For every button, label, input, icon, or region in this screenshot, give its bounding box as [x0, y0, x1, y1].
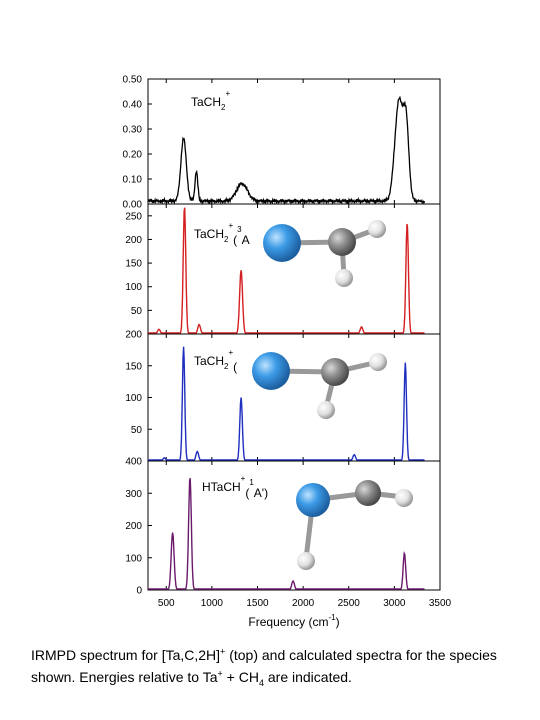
x-tick-label: 1000	[201, 598, 224, 609]
y-tick-label: 100	[125, 393, 142, 404]
ta-atom	[296, 483, 330, 517]
spectra-figure: 0.00 0.10 0.20 0.30 0.40 0.50 TaCH2+ 50 100 150 20…	[123, 75, 452, 630]
hydrogen-atom	[368, 220, 386, 238]
molecule-tach2-second	[252, 352, 387, 419]
y-tick-label: 200	[125, 521, 142, 532]
y-tick-label: 0.40	[123, 100, 143, 111]
caption-sup: +	[217, 668, 223, 679]
spectrum-line-calc2	[148, 346, 425, 461]
caption-text: + CH	[222, 669, 259, 685]
y-tick-label: 150	[125, 259, 142, 270]
x-tick-label: 3500	[429, 598, 452, 609]
y-tick-label: 0.20	[123, 150, 143, 161]
y-tick-label: 150	[125, 361, 142, 372]
caption-sup: +	[220, 646, 226, 657]
panel-calc2: 50 100 150 200 TaCH2+(	[125, 330, 441, 462]
y-tick-label: 100	[125, 282, 142, 293]
y-tick-label: 200	[125, 330, 142, 341]
y-tick-label: 50	[131, 306, 143, 317]
spectrum-line-calc1	[148, 207, 425, 334]
y-tick-label: 100	[125, 553, 142, 564]
panel-label: TaCH2+(	[194, 348, 237, 374]
x-tick-label: 500	[158, 598, 175, 609]
carbon-atom	[328, 228, 356, 256]
caption-sub: 4	[258, 677, 264, 688]
carbon-atom	[355, 480, 381, 506]
x-tick-label: 2500	[338, 598, 361, 609]
y-tick-label: 0	[136, 586, 142, 597]
plot-frame	[147, 203, 441, 335]
plot-frame	[147, 333, 441, 462]
x-tick-label: 1500	[246, 598, 269, 609]
panel-label: TaCH2+(3A	[194, 221, 250, 247]
caption-text: (top) and calculated spectra for the spe…	[31, 647, 497, 685]
panel-exp: 0.00 0.10 0.20 0.30 0.40 0.50 TaCH2+	[123, 75, 441, 211]
ta-atom	[252, 352, 290, 390]
caption-text: are indicated.	[263, 669, 352, 685]
y-tick-label: 0.50	[123, 75, 143, 86]
panel-label: HTaCH+(1A')	[202, 474, 268, 500]
y-tick-label: 300	[125, 489, 142, 500]
y-tick-label: 0.10	[123, 175, 143, 186]
molecule-htach	[296, 480, 413, 570]
x-tick-label: 3000	[383, 598, 406, 609]
y-tick-label: 400	[125, 457, 142, 468]
panel-label: TaCH2+	[191, 89, 230, 112]
molecule-tach2-triplet	[263, 220, 386, 287]
y-tick-label: 250	[125, 211, 142, 222]
hydrogen-atom	[369, 353, 387, 371]
y-tick-label: 200	[125, 235, 142, 246]
caption-text: IRMPD spectrum for [Ta,C,2H]	[31, 647, 221, 663]
spectrum-line-exp	[147, 95, 426, 206]
hydrogen-atom	[395, 489, 413, 507]
y-tick-label: 0.30	[123, 125, 143, 136]
y-tick-label: 0.00	[123, 200, 143, 211]
x-axis-label: Frequency (cm-1)	[248, 613, 339, 629]
ta-atom	[263, 224, 301, 262]
panel-calc1: 50 100 150 200 250 TaCH2+(3A	[125, 203, 441, 335]
hydrogen-atom	[317, 401, 335, 419]
x-tick-label: 2000	[292, 598, 315, 609]
spectrum-line-calc3	[148, 477, 425, 590]
hydrogen-atom	[297, 552, 315, 570]
figure-caption: IRMPD spectrum for [Ta,C,2H]+ (top) and …	[31, 644, 511, 688]
carbon-atom	[321, 358, 349, 386]
hydrogen-atom	[335, 269, 353, 287]
y-tick-label: 50	[131, 425, 143, 436]
panel-calc3: 0 100 200 300 400 HTaCH+(1A')	[125, 457, 441, 597]
